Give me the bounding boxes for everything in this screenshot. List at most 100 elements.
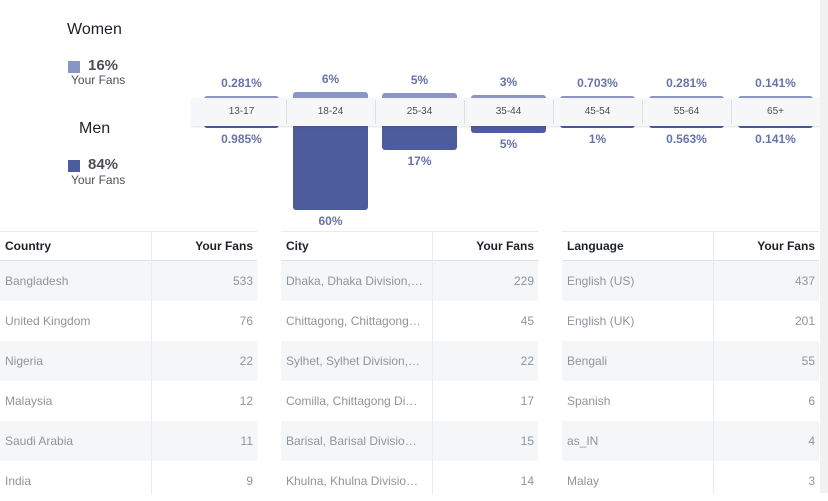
table-row: Khulna, Khulna Divisio… 14 bbox=[281, 461, 538, 501]
men-value-label-55-64: 0.563% bbox=[666, 132, 707, 146]
city-name: Barisal, Barisal Divisio… bbox=[286, 434, 417, 448]
language-name: Spanish bbox=[567, 394, 611, 408]
table-row: Malaysia 12 bbox=[0, 381, 257, 421]
table-row: Comilla, Chittagong Di… 17 bbox=[281, 381, 538, 421]
country-name: Bangladesh bbox=[5, 274, 69, 288]
city-name: Comilla, Chittagong Di… bbox=[286, 394, 418, 408]
language-name: English (US) bbox=[567, 274, 635, 288]
men-bar-13-17 bbox=[204, 124, 279, 128]
men-value-label-65+: 0.141% bbox=[755, 132, 796, 146]
age-axis-band bbox=[192, 98, 828, 126]
women-percent: 16% bbox=[88, 57, 119, 74]
fans-count: 45 bbox=[520, 314, 534, 328]
women-legend-title: Women bbox=[67, 21, 122, 38]
men-swatch bbox=[68, 160, 80, 172]
table-row: Bangladesh 533 bbox=[0, 261, 257, 301]
table-row: English (US) 437 bbox=[562, 261, 819, 301]
women-swatch bbox=[68, 61, 80, 73]
fans-count: 229 bbox=[513, 274, 534, 288]
women-value-label-25-34: 5% bbox=[410, 73, 429, 87]
fans-count: 437 bbox=[794, 274, 815, 288]
fans-count: 14 bbox=[520, 474, 534, 488]
language-table: Language Your Fans English (US) 437 English … bbox=[562, 231, 819, 501]
fans-count: 6 bbox=[808, 394, 815, 408]
women-subtitle: Your Fans bbox=[71, 73, 126, 87]
language-column-header[interactable]: Language bbox=[567, 239, 624, 253]
fans-column-header[interactable]: Your Fans bbox=[195, 239, 253, 253]
women-value-label-65+: 0.141% bbox=[755, 76, 796, 90]
table-row: Saudi Arabia 11 bbox=[0, 421, 257, 461]
column-divider bbox=[713, 232, 714, 494]
language-name: Bengali bbox=[567, 354, 608, 368]
men-subtitle: Your Fans bbox=[71, 173, 126, 187]
fans-column-header[interactable]: Your Fans bbox=[476, 239, 534, 253]
age-divider bbox=[731, 100, 732, 124]
women-value-label-35-44: 3% bbox=[499, 75, 518, 89]
table-row: Bengali 55 bbox=[562, 341, 819, 381]
table-row: United Kingdom 76 bbox=[0, 301, 257, 341]
country-column-header[interactable]: Country bbox=[5, 239, 51, 253]
women-bar-25-34 bbox=[382, 93, 457, 102]
age-label-18-24: 18-24 bbox=[317, 106, 344, 117]
men-percent: 84% bbox=[88, 156, 119, 173]
country-name: India bbox=[5, 474, 32, 488]
women-value-label-18-24: 6% bbox=[321, 72, 340, 86]
country-name: Nigeria bbox=[5, 354, 44, 368]
women-value-label-13-17: 0.281% bbox=[221, 76, 262, 90]
men-bar-45-54 bbox=[560, 124, 635, 128]
men-bar-35-44 bbox=[471, 124, 546, 133]
table-row: Nigeria 22 bbox=[0, 341, 257, 381]
age-gender-chart: 13-17 0.281% 0.985% 18-24 6% 60% 25-34 5% 17% 35-… bbox=[0, 0, 828, 232]
women-value-label-55-64: 0.281% bbox=[666, 76, 707, 90]
men-value-label-25-34: 17% bbox=[407, 153, 432, 168]
table-header: Country Your Fans bbox=[0, 232, 257, 261]
men-bar-18-24 bbox=[293, 124, 368, 210]
fans-count: 11 bbox=[240, 434, 253, 448]
women-bar-18-24 bbox=[293, 92, 368, 102]
language-name: English (UK) bbox=[567, 314, 635, 328]
fans-count: 55 bbox=[801, 354, 815, 368]
table-header: City Your Fans bbox=[281, 232, 538, 261]
table-row: Sylhet, Sylhet Division,… 22 bbox=[281, 341, 538, 381]
fans-count: 22 bbox=[239, 354, 253, 368]
men-value-label-35-44: 5% bbox=[499, 137, 518, 151]
fans-count: 17 bbox=[520, 394, 534, 408]
age-label-25-34: 25-34 bbox=[406, 106, 433, 117]
country-name: United Kingdom bbox=[5, 314, 91, 328]
table-row: Dhaka, Dhaka Division,… 229 bbox=[281, 261, 538, 301]
men-value-label-13-17: 0.985% bbox=[221, 132, 262, 146]
city-name: Dhaka, Dhaka Division,… bbox=[286, 274, 423, 288]
language-name: as_IN bbox=[567, 434, 599, 448]
men-value-label-18-24: 60% bbox=[318, 214, 343, 228]
scrollbar[interactable] bbox=[820, 0, 828, 493]
fans-count: 201 bbox=[794, 314, 815, 328]
age-divider bbox=[553, 100, 554, 124]
city-column-header[interactable]: City bbox=[286, 239, 309, 253]
men-bar-65+ bbox=[738, 124, 813, 128]
men-bar-55-64 bbox=[649, 124, 724, 128]
city-name: Sylhet, Sylhet Division,… bbox=[286, 354, 421, 368]
men-bar-25-34 bbox=[382, 124, 457, 150]
age-label-55-64: 55-64 bbox=[673, 106, 700, 117]
age-divider bbox=[464, 100, 465, 124]
column-divider bbox=[432, 232, 433, 494]
city-table: City Your Fans Dhaka, Dhaka Division,… 229 C… bbox=[281, 231, 538, 501]
fans-count: 3 bbox=[808, 474, 815, 488]
language-name: Malay bbox=[567, 474, 600, 488]
table-row: Malay 3 bbox=[562, 461, 819, 501]
fans-column-header[interactable]: Your Fans bbox=[757, 239, 815, 253]
city-name: Khulna, Khulna Divisio… bbox=[286, 474, 419, 488]
country-name: Malaysia bbox=[5, 394, 53, 408]
fans-count: 22 bbox=[520, 354, 534, 368]
age-label-13-17: 13-17 bbox=[228, 106, 255, 117]
age-label-35-44: 35-44 bbox=[495, 106, 522, 117]
fans-count: 76 bbox=[239, 314, 253, 328]
fans-count: 15 bbox=[520, 434, 534, 448]
column-divider bbox=[151, 232, 152, 494]
country-table: Country Your Fans Bangladesh 533 United King… bbox=[0, 231, 257, 501]
age-divider bbox=[286, 100, 287, 124]
city-name: Chittagong, Chittagong… bbox=[286, 314, 421, 328]
men-legend-title: Men bbox=[79, 120, 111, 137]
women-value-label-45-54: 0.703% bbox=[577, 76, 618, 90]
fans-count: 533 bbox=[232, 274, 253, 288]
